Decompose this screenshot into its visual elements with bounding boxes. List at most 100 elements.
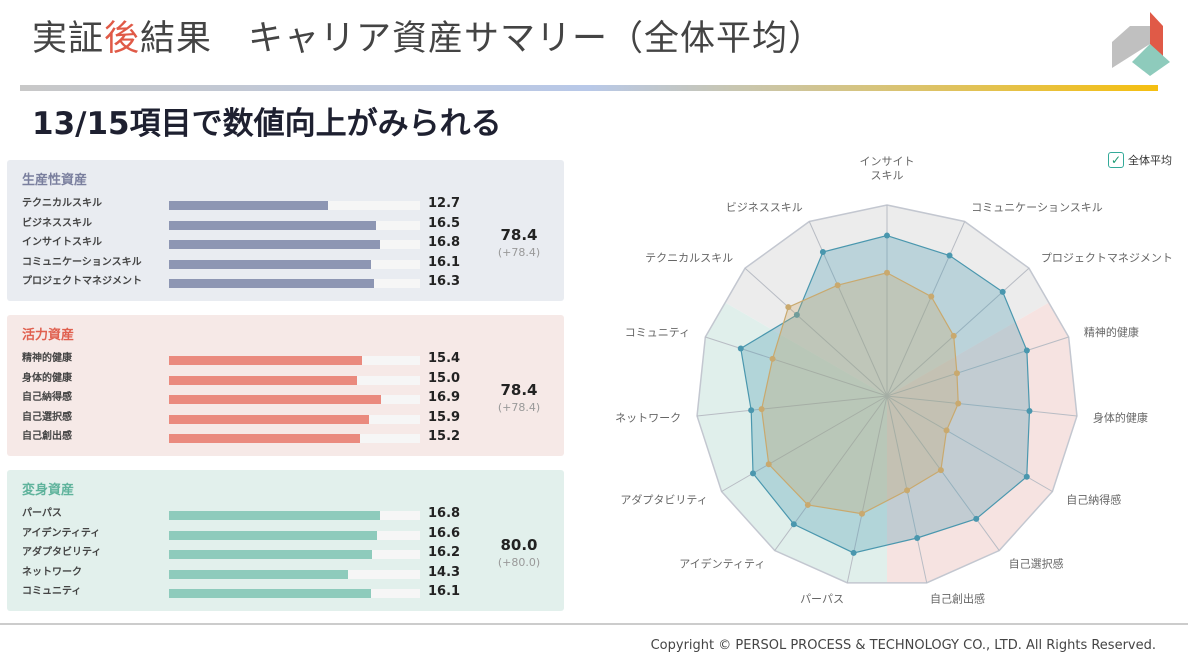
score-bar-fill: [169, 220, 377, 230]
asset-panel: 活力資産 精神的健康 15.4 身体的健康 15.0 自己納得感 16.9 自己…: [7, 315, 564, 456]
score-bar-track: [169, 375, 420, 385]
radar-outline: [696, 204, 1078, 584]
score-value: 16.1: [428, 254, 461, 270]
panel-total: 78.4: [500, 226, 538, 244]
radar-series-area: [740, 234, 1031, 554]
radar-spoke: [696, 395, 888, 417]
radar-point: [750, 470, 757, 477]
score-bar-fill: [169, 259, 372, 269]
score-label: アイデンティティ: [22, 527, 101, 539]
score-row: アイデンティティ 16.6: [22, 526, 462, 546]
radar-point: [1026, 407, 1033, 414]
radar-axis-label: コミュニケーションスキル: [971, 201, 1103, 214]
radar-spoke: [705, 336, 888, 397]
company-logo: [1112, 12, 1170, 76]
radar-point: [737, 345, 744, 352]
radar-point: [914, 534, 921, 541]
score-value: 16.9: [428, 390, 461, 405]
score-bar-track: [169, 279, 420, 288]
score-value: 12.7: [428, 196, 461, 211]
score-value: 16.8: [428, 506, 461, 521]
score-row: プロジェクトマネジメント 16.3: [22, 274, 462, 294]
radar-axis-label: コミュニティ: [625, 326, 690, 339]
radar-spoke: [744, 267, 888, 397]
score-row: インサイトスキル 16.8: [22, 235, 462, 255]
score-row: 身体的健康 15.0: [22, 371, 462, 391]
score-bar-track: [169, 220, 420, 230]
radar-point: [793, 311, 800, 318]
headline: 13/15項目で数値向上がみられる: [32, 106, 502, 142]
score-bar-track: [169, 569, 420, 579]
radar-axis-label: ネットワーク: [615, 412, 681, 425]
score-value: 16.1: [428, 584, 461, 599]
score-bar-track: [169, 589, 420, 598]
score-value: 16.6: [428, 525, 461, 541]
panel-delta: (+78.4): [497, 246, 541, 259]
copyright: Copyright © PERSOL PROCESS & TECHNOLOGY …: [650, 638, 1156, 653]
score-bar-fill: [169, 375, 358, 385]
score-row: コミュニケーションスキル 16.1: [22, 255, 462, 275]
radar-spoke: [886, 267, 1030, 397]
page-title: 実証後結果 キャリア資産サマリー（全体平均）: [32, 18, 824, 60]
title-part: 実証: [32, 19, 105, 59]
header-divider: [20, 85, 1158, 91]
score-row: 自己創出感 15.2: [22, 429, 462, 449]
legend-toggle[interactable]: ✓ 全体平均: [1108, 152, 1172, 168]
panel-title: 生産性資産: [22, 173, 88, 188]
radar-spoke: [721, 395, 888, 492]
radar-point: [765, 461, 772, 468]
legend-label: 全体平均: [1128, 154, 1172, 167]
score-value: 16.3: [428, 274, 461, 289]
panel-delta: (+78.4): [497, 401, 541, 414]
score-bar-fill: [169, 240, 380, 249]
score-label: ビジネススキル: [22, 217, 92, 229]
score-bar-fill: [169, 530, 378, 540]
asset-panel: 変身資産 パーパス 16.8 アイデンティティ 16.6 アダプタビリティ 16…: [7, 470, 564, 611]
score-bar-track: [169, 356, 420, 365]
radar-point: [999, 288, 1006, 295]
score-bar-fill: [169, 279, 374, 288]
radar-point: [943, 427, 950, 434]
panel-title: 活力資産: [22, 328, 75, 343]
radar-point: [884, 269, 890, 276]
radar-spoke: [886, 395, 1000, 551]
score-row: コミュニティ 16.1: [22, 584, 462, 604]
score-row: 自己選択感 15.9: [22, 410, 462, 430]
score-value: 15.2: [428, 429, 461, 444]
score-bar-track: [169, 201, 420, 210]
radar-point: [1023, 473, 1030, 480]
score-value: 15.9: [428, 409, 461, 425]
radar-point: [937, 467, 944, 474]
title-part: 結果 キャリア資産サマリー（全体平均）: [140, 19, 825, 59]
panel-total: 80.0: [500, 536, 538, 554]
checkbox-checked-icon[interactable]: ✓: [1108, 152, 1124, 168]
score-label: 自己納得感: [22, 392, 72, 403]
score-label: プロジェクトマネジメント: [22, 276, 142, 287]
score-bar-fill: [169, 569, 349, 579]
score-bar-fill: [169, 414, 369, 424]
radar-axis-label: 精神的健康: [1084, 325, 1139, 339]
score-value: 14.3: [428, 564, 461, 580]
score-label: テクニカルスキル: [22, 198, 102, 209]
radar-axis-label: インサイトスキル: [860, 155, 915, 182]
radar-point: [819, 249, 826, 256]
score-bar-track: [169, 434, 420, 443]
panel-title: 変身資産: [22, 483, 75, 498]
score-label: コミュニティ: [22, 586, 82, 597]
radar-point: [858, 510, 865, 517]
radar-point: [790, 521, 797, 528]
score-row: 自己納得感 16.9: [22, 390, 462, 410]
radar-axis-label: 自己納得感: [1066, 494, 1121, 507]
score-label: パーパス: [22, 508, 62, 519]
score-label: ネットワーク: [22, 566, 82, 578]
asset-panel: 生産性資産 テクニカルスキル 12.7 ビジネススキル 16.5 インサイトスキ…: [7, 160, 564, 301]
score-bar-fill: [169, 550, 373, 559]
score-bar-track: [169, 395, 420, 404]
score-row: ネットワーク 14.3: [22, 565, 462, 585]
radar-point: [769, 355, 776, 362]
radar-point: [758, 406, 765, 413]
radar-spoke: [886, 395, 1078, 417]
score-bar-fill: [169, 434, 360, 443]
score-bar-fill: [169, 511, 380, 520]
radar-point: [950, 332, 957, 339]
